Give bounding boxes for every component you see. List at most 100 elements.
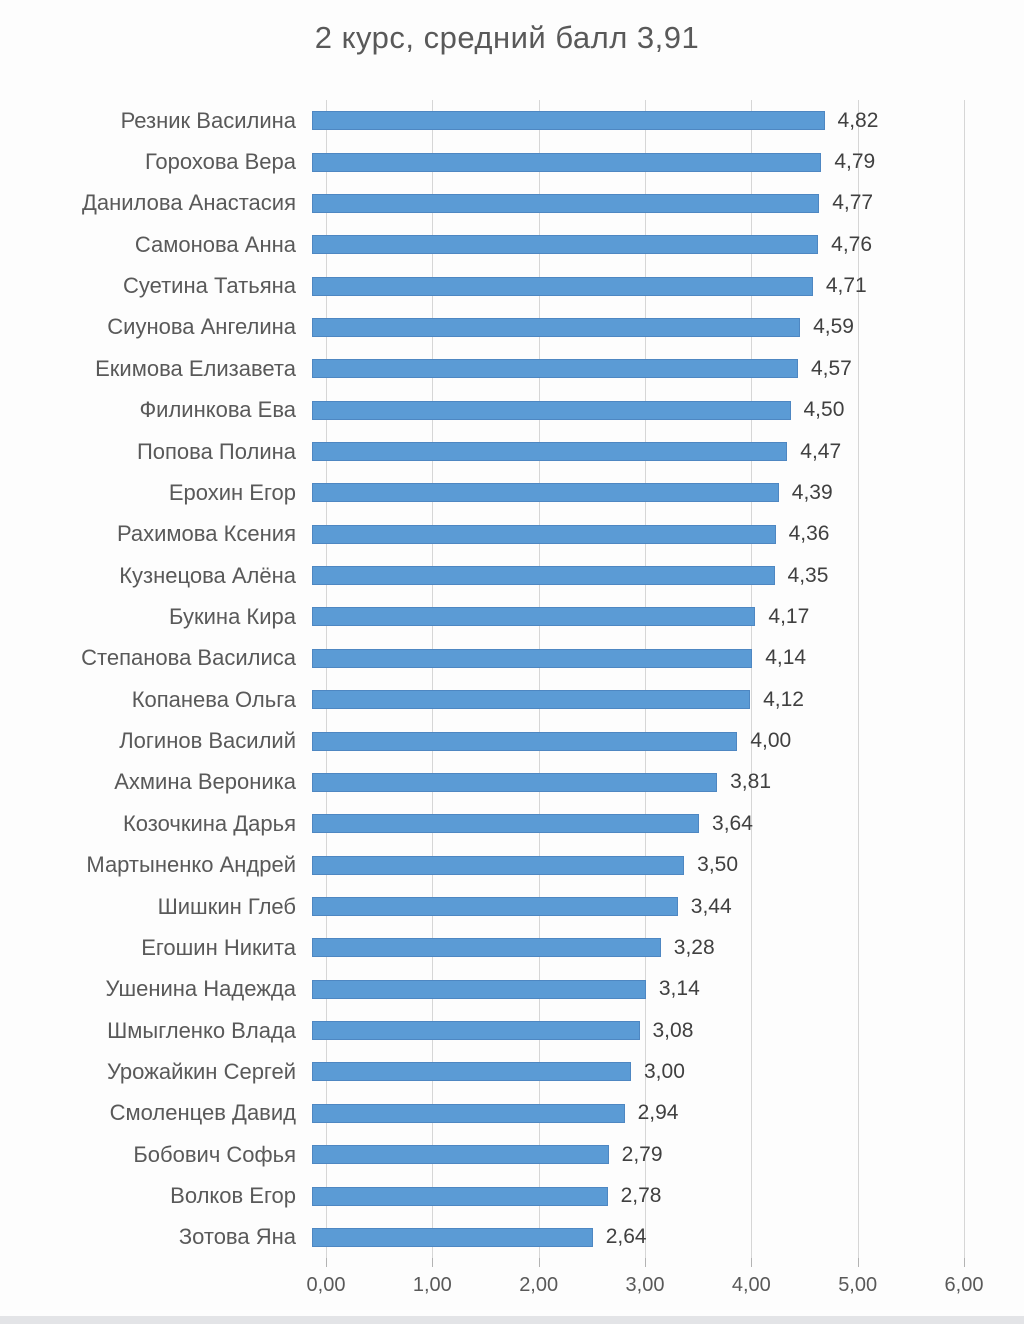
- bar-zone: 4,14: [312, 638, 1012, 679]
- gridline: [326, 100, 327, 1258]
- bar-zone: 3,64: [312, 803, 1012, 844]
- x-axis-tick: [751, 1258, 753, 1267]
- gridline: [432, 100, 434, 1258]
- bar-row: Данилова Анастасия 4,77: [0, 183, 1024, 224]
- gridline: [857, 100, 859, 1258]
- bar-row: Филинкова Ева 4,50: [0, 390, 1024, 431]
- category-label: Екимова Елизавета: [95, 355, 296, 381]
- bar-row: Егошин Никита 3,28: [0, 927, 1024, 968]
- bar: [312, 607, 756, 627]
- bar-zone: 4,57: [312, 348, 1012, 389]
- bar-zone: 3,44: [312, 886, 1012, 927]
- window-edge: [0, 1316, 1024, 1324]
- value-label: 4,59: [813, 315, 854, 339]
- bar-row: Бобович Софья 2,79: [0, 1134, 1024, 1175]
- bar-row: Степанова Василиса 4,14: [0, 638, 1024, 679]
- category-label: Резник Василина: [120, 107, 296, 133]
- value-label: 2,94: [637, 1101, 679, 1125]
- x-axis-tick: [645, 1258, 646, 1267]
- bar-zone: 4,71: [312, 265, 1012, 306]
- bar-row: Смоленцев Давид 2,94: [0, 1093, 1024, 1134]
- bar-zone: 2,94: [312, 1093, 1012, 1134]
- value-label: 3,28: [673, 935, 715, 959]
- category-label: Ерохин Егор: [168, 479, 296, 505]
- value-label: 3,44: [690, 894, 732, 918]
- bar-zone: 4,36: [312, 514, 1012, 555]
- bar: [312, 317, 801, 337]
- bar-row: Попова Полина 4,47: [0, 431, 1024, 472]
- value-label: 4,00: [750, 729, 792, 753]
- x-axis-tick: [964, 1258, 965, 1267]
- category-label: Самонова Анна: [134, 231, 296, 257]
- bar-zone: 3,28: [312, 927, 1012, 968]
- gridline: [538, 100, 540, 1258]
- bar-rows: Резник Василина 4,82 Горохова Вера 4,79 Дани…: [0, 100, 1024, 1258]
- x-axis-tick-label: 6,00: [944, 1274, 984, 1296]
- bar-zone: 2,64: [312, 1217, 1012, 1258]
- chart-title: 2 курс, средний балл 3,91: [314, 20, 700, 55]
- bar-row: Логинов Василий 4,00: [0, 720, 1024, 761]
- bar-row: Кузнецова Алёна 4,35: [0, 555, 1024, 596]
- value-label: 3,00: [644, 1059, 685, 1083]
- value-label: 4,35: [787, 563, 829, 587]
- x-axis-tick-label: 4,00: [731, 1274, 771, 1296]
- x-axis-tick: [857, 1258, 859, 1267]
- bar-zone: 3,50: [312, 844, 1012, 885]
- bar-row: Шишкин Глеб 3,44: [0, 886, 1024, 927]
- bar-zone: 4,82: [312, 100, 1012, 141]
- value-label: 4,47: [800, 439, 842, 463]
- bar: [312, 1021, 640, 1041]
- category-label: Кузнецова Алёна: [119, 562, 296, 588]
- bar-row: Букина Кира 4,17: [0, 596, 1024, 637]
- x-axis-tick-label: 2,00: [519, 1274, 559, 1296]
- bar: [312, 979, 646, 999]
- bar: [312, 1145, 609, 1165]
- x-axis-tick: [538, 1258, 540, 1267]
- category-label: Логинов Василий: [119, 728, 296, 754]
- bar: [312, 1062, 631, 1082]
- category-label: Рахимова Ксения: [116, 521, 296, 547]
- x-axis: 0,00 1,00 2,00 3,00 4,00 5,00 6,00: [307, 1258, 983, 1318]
- category-label: Суетина Татьяна: [122, 273, 296, 299]
- value-label: 4,12: [763, 687, 804, 711]
- bar: [312, 938, 661, 958]
- bar: [312, 524, 776, 544]
- bar-zone: 4,00: [312, 720, 1012, 761]
- bar-zone: 3,08: [312, 1010, 1012, 1051]
- bar: [312, 897, 678, 916]
- category-label: Зотова Яна: [178, 1224, 296, 1250]
- bar-row: Копанева Ольга 4,12: [0, 679, 1024, 720]
- value-label: 4,14: [765, 646, 807, 670]
- bar-zone: 4,76: [312, 224, 1012, 265]
- gridline: [645, 100, 646, 1258]
- bar: [312, 1186, 608, 1206]
- gridline: [751, 100, 753, 1258]
- bar: [312, 1227, 593, 1247]
- value-label: 4,50: [803, 398, 845, 422]
- bar-row: Ахмина Вероника 3,81: [0, 762, 1024, 803]
- value-label: 4,39: [791, 480, 833, 504]
- category-label: Ушенина Надежда: [105, 976, 296, 1002]
- bar-zone: 4,47: [312, 431, 1012, 472]
- bar: [312, 400, 791, 420]
- bar-row: Волков Егор 2,78: [0, 1175, 1024, 1216]
- bar: [312, 566, 775, 586]
- bar-row: Екимова Елизавета 4,57: [0, 348, 1024, 389]
- category-label: Букина Кира: [169, 603, 296, 629]
- category-label: Копанева Ольга: [131, 686, 296, 712]
- category-label: Мартыненко Андрей: [86, 852, 296, 878]
- bar-zone: 3,14: [312, 969, 1012, 1010]
- value-label: 4,76: [831, 232, 873, 256]
- bar: [312, 855, 685, 875]
- bar-row: Козочкина Дарья 3,64: [0, 803, 1024, 844]
- bar-row: Зотова Яна 2,64: [0, 1217, 1024, 1258]
- value-label: 2,79: [621, 1142, 663, 1166]
- bar: [312, 235, 819, 255]
- bar-row: Суетина Татьяна 4,71: [0, 265, 1024, 306]
- bar-zone: 4,59: [312, 307, 1012, 348]
- bar: [312, 152, 822, 172]
- category-label: Волков Егор: [170, 1183, 296, 1209]
- x-axis-tick: [326, 1258, 327, 1267]
- bar-zone: 4,79: [312, 141, 1012, 182]
